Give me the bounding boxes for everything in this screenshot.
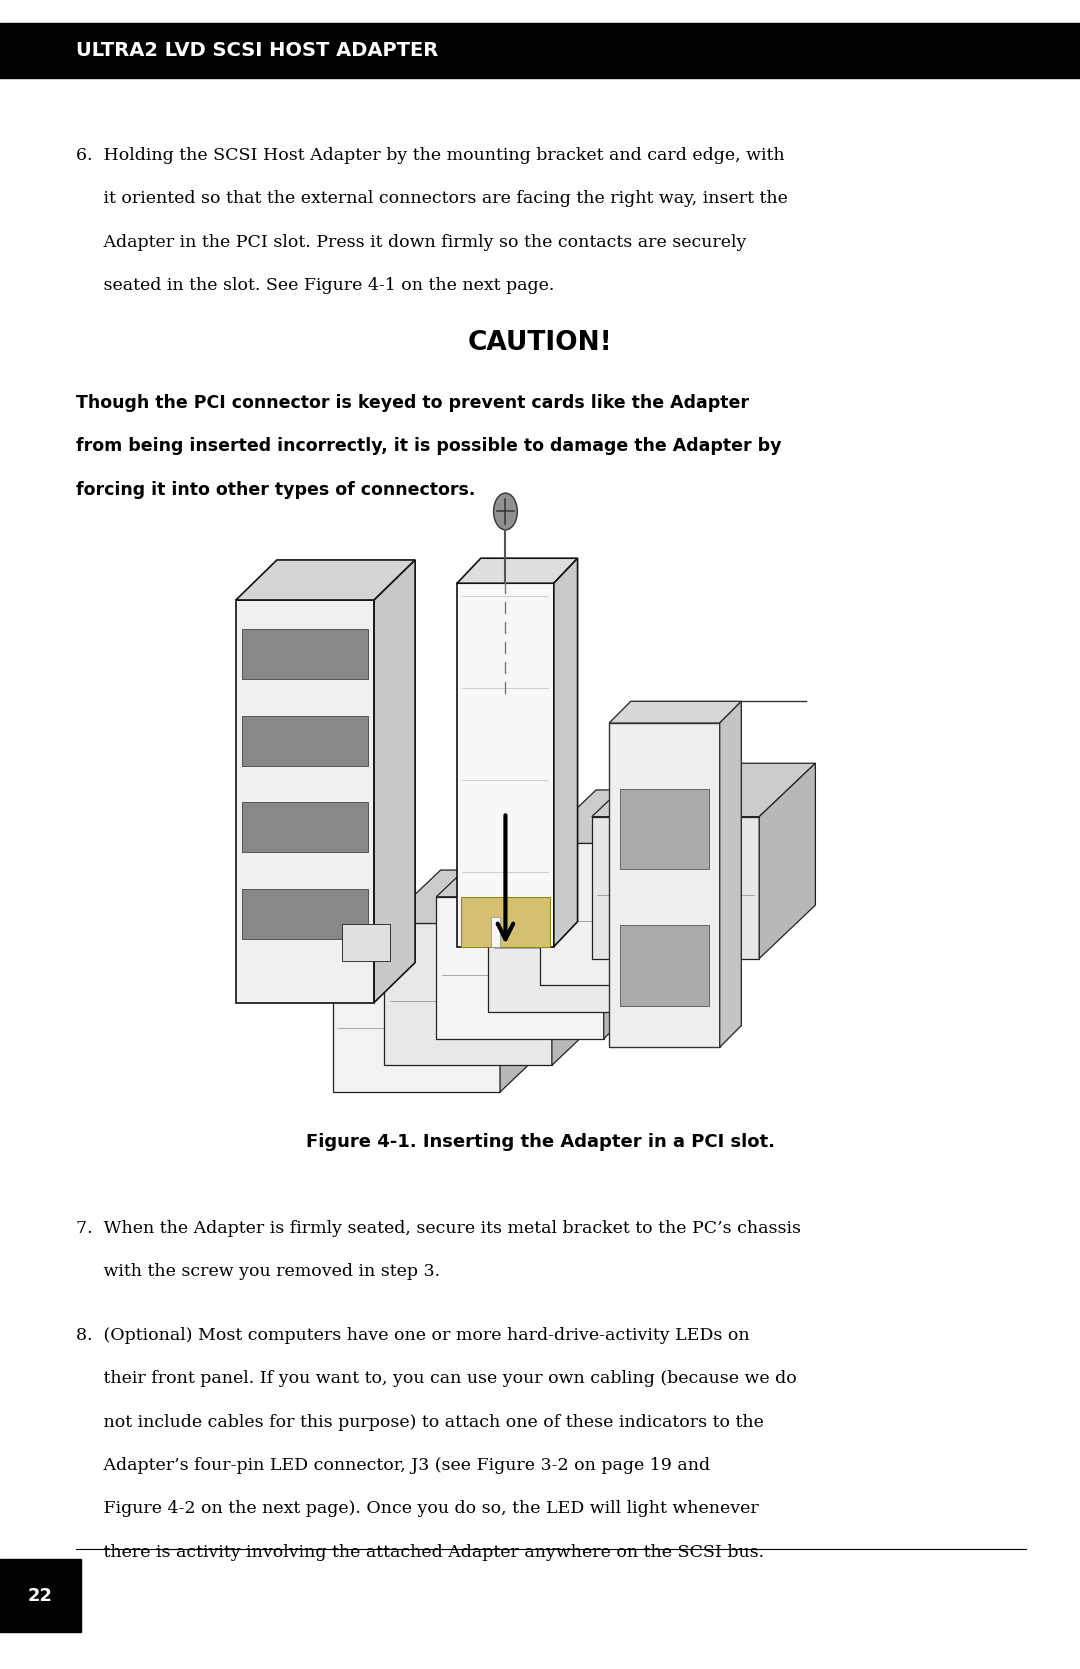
Bar (0, 1559, 81, 1632)
Polygon shape (540, 789, 764, 843)
Polygon shape (552, 870, 608, 1065)
Polygon shape (333, 896, 556, 950)
Polygon shape (242, 629, 367, 679)
Polygon shape (609, 701, 741, 723)
Polygon shape (592, 763, 815, 816)
Polygon shape (436, 843, 660, 896)
Bar (0, 23, 1080, 78)
Polygon shape (609, 723, 719, 1048)
Text: Though the PCI connector is keyed to prevent cards like the Adapter: Though the PCI connector is keyed to pre… (76, 394, 748, 412)
Polygon shape (333, 950, 500, 1092)
Polygon shape (374, 561, 415, 1003)
Text: their front panel. If you want to, you can use your own cabling (because we do: their front panel. If you want to, you c… (76, 1370, 796, 1387)
Polygon shape (436, 896, 604, 1038)
Polygon shape (759, 763, 815, 958)
Polygon shape (457, 582, 554, 946)
Text: forcing it into other types of connectors.: forcing it into other types of connector… (76, 481, 475, 499)
Polygon shape (707, 789, 764, 985)
Circle shape (494, 492, 517, 529)
Text: 6.  Holding the SCSI Host Adapter by the mounting bracket and card edge, with: 6. Holding the SCSI Host Adapter by the … (76, 147, 784, 164)
Polygon shape (384, 923, 552, 1065)
Text: Adapter’s four-pin LED connector, J3 (see Figure 3-2 on page 19 and: Adapter’s four-pin LED connector, J3 (se… (76, 1457, 710, 1474)
Polygon shape (620, 926, 708, 1006)
Polygon shape (341, 925, 390, 961)
Text: not include cables for this purpose) to attach one of these indicators to the: not include cables for this purpose) to … (76, 1414, 764, 1430)
Polygon shape (554, 557, 578, 946)
Polygon shape (242, 890, 367, 940)
Polygon shape (656, 816, 712, 1011)
Text: Figure 4-2 on the next page). Once you do so, the LED will light whenever: Figure 4-2 on the next page). Once you d… (76, 1500, 758, 1517)
Polygon shape (242, 716, 367, 766)
Polygon shape (384, 870, 608, 923)
Polygon shape (488, 816, 712, 870)
Polygon shape (491, 916, 500, 946)
Text: ULTRA2 LVD SCSI HOST ADAPTER: ULTRA2 LVD SCSI HOST ADAPTER (76, 42, 437, 60)
Text: 22: 22 (28, 1587, 53, 1604)
Polygon shape (500, 896, 556, 1092)
Text: CAUTION!: CAUTION! (468, 330, 612, 357)
Polygon shape (719, 701, 741, 1048)
Text: it oriented so that the external connectors are facing the right way, insert the: it oriented so that the external connect… (76, 190, 787, 207)
Polygon shape (540, 843, 707, 985)
Text: Figure 4-1. Inserting the Adapter in a PCI slot.: Figure 4-1. Inserting the Adapter in a P… (306, 1133, 774, 1152)
Text: from being inserted incorrectly, it is possible to damage the Adapter by: from being inserted incorrectly, it is p… (76, 437, 781, 456)
Text: 7.  When the Adapter is firmly seated, secure its metal bracket to the PC’s chas: 7. When the Adapter is firmly seated, se… (76, 1220, 800, 1237)
Text: Adapter in the PCI slot. Press it down firmly so the contacts are securely: Adapter in the PCI slot. Press it down f… (76, 234, 746, 250)
Polygon shape (488, 870, 656, 1011)
Polygon shape (235, 561, 415, 601)
Polygon shape (592, 816, 759, 958)
Text: seated in the slot. See Figure 4-1 on the next page.: seated in the slot. See Figure 4-1 on th… (76, 277, 554, 294)
Polygon shape (620, 789, 708, 870)
Text: there is activity involving the attached Adapter anywhere on the SCSI bus.: there is activity involving the attached… (76, 1544, 764, 1561)
Polygon shape (235, 601, 374, 1003)
Polygon shape (604, 843, 660, 1038)
Polygon shape (461, 896, 550, 946)
Polygon shape (242, 803, 367, 853)
Polygon shape (457, 557, 578, 582)
Text: with the screw you removed in step 3.: with the screw you removed in step 3. (76, 1263, 440, 1280)
Text: 8.  (Optional) Most computers have one or more hard-drive-activity LEDs on: 8. (Optional) Most computers have one or… (76, 1327, 750, 1344)
